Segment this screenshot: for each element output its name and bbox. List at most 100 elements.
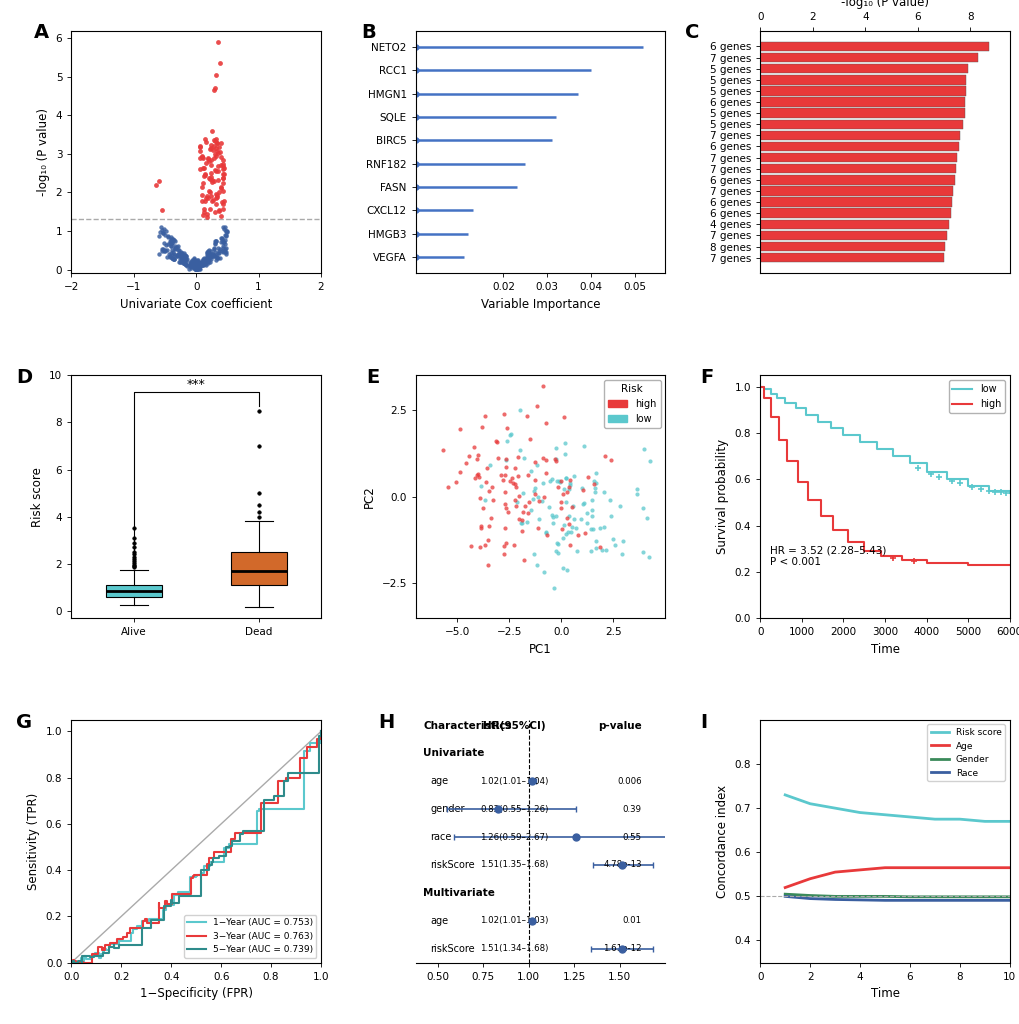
5−Year (AUC = 0.739) (68, 956, 81, 969)
Point (474, 419, 490, 435)
Point (156, 234, 172, 251)
Point (561, 477, 578, 494)
Point (195, 150, 211, 166)
Point (187, 258, 204, 274)
5−Year (AUC = 0.739) (223, 840, 235, 852)
Point (470, 466, 486, 482)
Point (195, 161, 211, 177)
Point (569, 543, 585, 559)
Point (187, 261, 204, 278)
Point (206, 132, 222, 148)
Point (199, 253, 215, 269)
3−Year (AUC = 0.763) (96, 944, 108, 956)
Point (189, 261, 205, 278)
low (887, 451, 899, 463)
Point (169, 248, 185, 264)
Point (557, 494, 574, 510)
Point (538, 527, 554, 544)
Point (162, 234, 178, 251)
Point (162, 239, 178, 255)
Point (157, 237, 173, 253)
Point (472, 540, 488, 556)
Point (514, 515, 530, 531)
Point (204, 172, 220, 188)
Line: 1−Year (AUC = 0.753): 1−Year (AUC = 0.753) (71, 731, 321, 963)
Point (154, 202, 170, 218)
Point (536, 489, 552, 506)
Gender (779, 888, 791, 900)
Point (497, 452, 514, 468)
Point (203, 157, 219, 173)
Point (180, 261, 197, 278)
Point (198, 256, 214, 272)
Y-axis label: Risk score: Risk score (31, 467, 44, 526)
Point (215, 170, 231, 186)
Point (162, 238, 178, 254)
Point (182, 258, 199, 274)
Point (213, 180, 229, 197)
Point (560, 508, 577, 524)
Point (215, 170, 231, 186)
Point (154, 242, 170, 258)
Text: 0.83(0.55–1.26): 0.83(0.55–1.26) (480, 805, 548, 814)
Point (203, 187, 219, 204)
Line: Race: Race (785, 896, 1009, 900)
Text: riskScore: riskScore (430, 943, 475, 953)
Point (499, 432, 516, 449)
Point (177, 253, 194, 269)
Point (202, 243, 218, 259)
5−Year (AUC = 0.739) (84, 950, 96, 963)
Risk score (803, 798, 815, 810)
Point (183, 253, 200, 269)
Point (155, 224, 171, 241)
Text: Univariate: Univariate (423, 749, 484, 759)
5−Year (AUC = 0.739) (165, 897, 177, 909)
Point (215, 233, 231, 250)
Point (152, 223, 168, 240)
Point (638, 510, 654, 526)
3−Year (AUC = 0.763) (187, 868, 200, 881)
Point (199, 245, 215, 261)
Point (199, 244, 215, 260)
5−Year (AUC = 0.739) (213, 850, 225, 862)
1−Year (AUC = 0.753) (198, 860, 210, 872)
1−Year (AUC = 0.753) (97, 945, 109, 957)
Point (217, 227, 233, 244)
Point (534, 475, 550, 492)
Point (159, 249, 175, 265)
Age (1003, 861, 1015, 873)
low (853, 436, 865, 449)
Point (164, 236, 180, 252)
Point (640, 549, 656, 565)
high (826, 524, 839, 537)
Point (215, 174, 231, 190)
3−Year (AUC = 0.763) (161, 898, 173, 910)
Point (164, 242, 180, 258)
3−Year (AUC = 0.763) (202, 852, 214, 864)
Point (194, 148, 210, 165)
Point (204, 248, 220, 264)
Point (192, 138, 208, 155)
Point (564, 519, 580, 536)
Point (192, 258, 208, 274)
Point (523, 502, 539, 518)
Point (211, 138, 227, 155)
Point (193, 257, 209, 273)
1−Year (AUC = 0.753) (130, 921, 143, 933)
Point (199, 250, 215, 266)
Point (202, 201, 218, 217)
Point (160, 236, 176, 252)
Point (172, 250, 189, 266)
Point (210, 245, 226, 261)
Bar (759, 198, 951, 207)
Point (213, 157, 229, 173)
1−Year (AUC = 0.753) (77, 956, 90, 969)
Point (578, 505, 594, 521)
Point (634, 544, 650, 560)
Point (496, 539, 513, 555)
Point (177, 256, 194, 272)
Point (212, 55, 228, 72)
Point (187, 258, 204, 274)
1−Year (AUC = 0.753) (74, 952, 87, 965)
3−Year (AUC = 0.763) (139, 913, 151, 926)
